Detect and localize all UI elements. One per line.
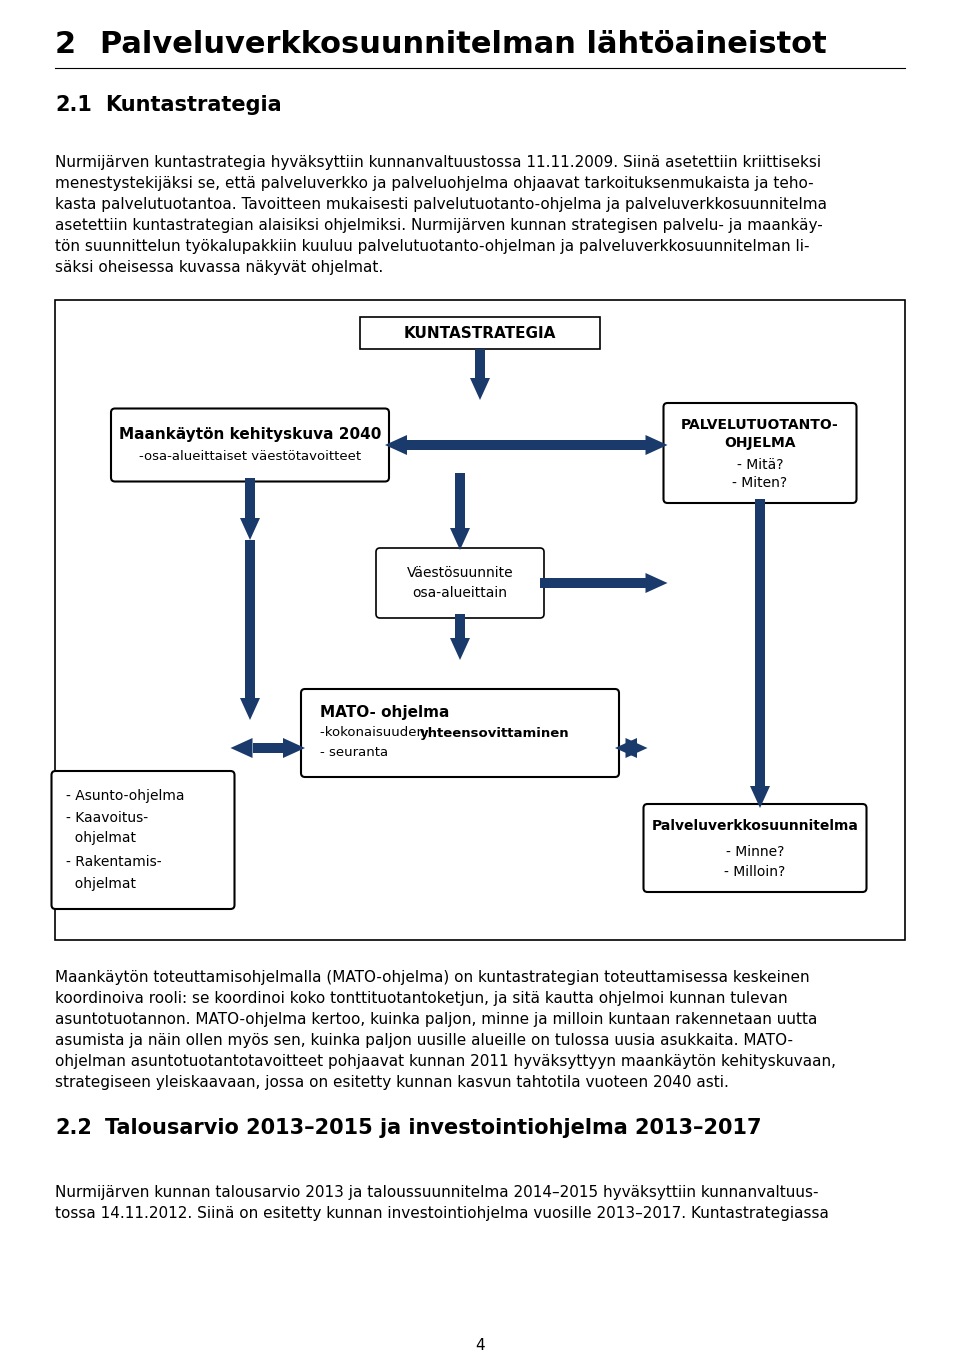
Text: tossa 14.11.2012. Siinä on esitetty kunnan investointiohjelma vuosille 2013–2017: tossa 14.11.2012. Siinä on esitetty kunn… xyxy=(55,1205,828,1220)
Text: strategiseen yleiskaavaan, jossa on esitetty kunnan kasvun tahtotila vuoteen 204: strategiseen yleiskaavaan, jossa on esit… xyxy=(55,1075,729,1090)
Text: asetettiin kuntastrategian alaisiksi ohjelmiksi. Nurmijärven kunnan strategisen : asetettiin kuntastrategian alaisiksi ohj… xyxy=(55,218,823,233)
Text: - Mitä?: - Mitä? xyxy=(736,458,783,473)
Bar xyxy=(626,744,637,753)
Text: - Miten?: - Miten? xyxy=(732,475,787,490)
Text: 2.1: 2.1 xyxy=(55,95,92,114)
Text: asuntotuotannon. MATO-ohjelma kertoo, kuinka paljon, minne ja milloin kuntaan ra: asuntotuotannon. MATO-ohjelma kertoo, ku… xyxy=(55,1012,817,1027)
Text: Kuntastrategia: Kuntastrategia xyxy=(105,95,281,114)
Polygon shape xyxy=(240,518,260,539)
Text: kasta palvelutuotantoa. Tavoitteen mukaisesti palvelutuotanto-ohjelma ja palvelu: kasta palvelutuotantoa. Tavoitteen mukai… xyxy=(55,197,827,212)
Text: asumista ja näin ollen myös sen, kuinka paljon uusille alueille on tulossa uusia: asumista ja näin ollen myös sen, kuinka … xyxy=(55,1032,793,1047)
FancyBboxPatch shape xyxy=(376,548,544,618)
Text: Palveluverkkosuunnitelma: Palveluverkkosuunnitelma xyxy=(652,819,858,834)
Polygon shape xyxy=(450,637,470,661)
Text: - Minne?: - Minne? xyxy=(726,844,784,859)
Text: Väestösuunnite: Väestösuunnite xyxy=(407,567,514,580)
Text: osa-alueittain: osa-alueittain xyxy=(413,586,508,601)
Text: ohjelmat: ohjelmat xyxy=(65,877,135,891)
Text: Talousarvio 2013–2015 ja investointiohjelma 2013–2017: Talousarvio 2013–2015 ja investointiohje… xyxy=(105,1118,761,1139)
Text: -kokonaisuuden: -kokonaisuuden xyxy=(320,726,429,740)
Bar xyxy=(755,498,765,786)
Text: Nurmijärven kunnan talousarvio 2013 ja taloussuunnitelma 2014–2015 hyväksyttiin : Nurmijärven kunnan talousarvio 2013 ja t… xyxy=(55,1185,819,1200)
Text: menestystekijäksi se, että palveluverkko ja palveluohjelma ohjaavat tarkoituksen: menestystekijäksi se, että palveluverkko… xyxy=(55,176,814,191)
Text: Maankäytön kehityskuva 2040: Maankäytön kehityskuva 2040 xyxy=(119,428,381,443)
Bar xyxy=(455,473,465,528)
Bar xyxy=(540,577,645,588)
Polygon shape xyxy=(470,379,490,400)
Text: Nurmijärven kuntastrategia hyväksyttiin kunnanvaltuustossa 11.11.2009. Siinä ase: Nurmijärven kuntastrategia hyväksyttiin … xyxy=(55,155,821,170)
Text: - Rakentamis-: - Rakentamis- xyxy=(65,855,161,869)
Text: - Kaavoitus-: - Kaavoitus- xyxy=(65,810,148,825)
Text: ohjelman asuntotuotantotavoitteet pohjaavat kunnan 2011 hyväksyttyyn maankäytön : ohjelman asuntotuotantotavoitteet pohjaa… xyxy=(55,1054,836,1069)
Text: 2.2: 2.2 xyxy=(55,1118,92,1139)
Bar xyxy=(55,300,905,940)
Bar xyxy=(407,440,645,449)
Text: - Asunto-ohjelma: - Asunto-ohjelma xyxy=(65,789,184,804)
Bar xyxy=(252,744,283,753)
Text: ohjelmat: ohjelmat xyxy=(65,831,135,844)
Text: Palveluverkkosuunnitelman lähtöaineistot: Palveluverkkosuunnitelman lähtöaineistot xyxy=(100,30,827,59)
FancyBboxPatch shape xyxy=(111,409,389,482)
Polygon shape xyxy=(240,697,260,720)
Polygon shape xyxy=(283,738,305,759)
Text: PALVELUTUOTANTO-: PALVELUTUOTANTO- xyxy=(682,418,839,432)
FancyBboxPatch shape xyxy=(663,403,856,503)
Polygon shape xyxy=(230,738,252,759)
FancyBboxPatch shape xyxy=(301,689,619,776)
Text: Maankäytön toteuttamisohjelmalla (MATO-ohjelma) on kuntastrategian toteuttamises: Maankäytön toteuttamisohjelmalla (MATO-o… xyxy=(55,970,809,985)
Text: -osa-alueittaiset väestötavoitteet: -osa-alueittaiset väestötavoitteet xyxy=(139,451,361,463)
Bar xyxy=(475,349,485,379)
Text: KUNTASTRATEGIA: KUNTASTRATEGIA xyxy=(404,326,556,340)
Polygon shape xyxy=(626,738,647,759)
FancyBboxPatch shape xyxy=(643,804,867,892)
Bar xyxy=(245,539,255,697)
Bar xyxy=(360,317,600,349)
Text: säksi oheisessa kuvassa näkyvät ohjelmat.: säksi oheisessa kuvassa näkyvät ohjelmat… xyxy=(55,260,383,275)
Polygon shape xyxy=(750,786,770,808)
Text: - seuranta: - seuranta xyxy=(320,746,388,760)
Text: OHJELMA: OHJELMA xyxy=(724,436,796,449)
FancyBboxPatch shape xyxy=(52,771,234,908)
Polygon shape xyxy=(645,573,667,592)
Text: - Milloin?: - Milloin? xyxy=(725,865,785,878)
Text: MATO- ohjelma: MATO- ohjelma xyxy=(320,706,449,720)
Text: yhteensovittaminen: yhteensovittaminen xyxy=(420,726,569,740)
Polygon shape xyxy=(645,434,667,455)
Text: 4: 4 xyxy=(475,1337,485,1352)
Text: 2: 2 xyxy=(55,30,76,59)
Polygon shape xyxy=(615,738,637,759)
Text: koordinoiva rooli: se koordinoi koko tonttituotantoketjun, ja sitä kautta ohjelm: koordinoiva rooli: se koordinoi koko ton… xyxy=(55,992,787,1007)
Bar xyxy=(245,478,255,518)
Polygon shape xyxy=(385,434,407,455)
Polygon shape xyxy=(450,528,470,550)
Text: tön suunnittelun työkalupakkiin kuuluu palvelutuotanto-ohjelman ja palveluverkko: tön suunnittelun työkalupakkiin kuuluu p… xyxy=(55,238,809,253)
Bar xyxy=(455,614,465,637)
